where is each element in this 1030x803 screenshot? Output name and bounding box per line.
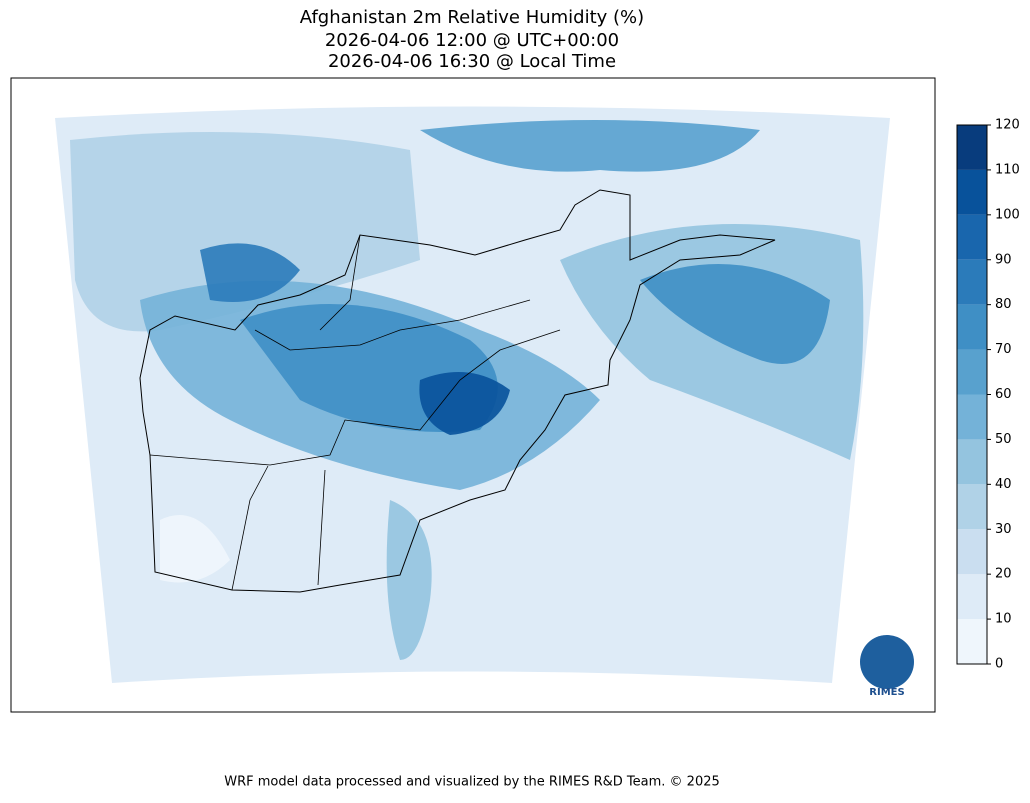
colorbar-tick-label: 60 [995,387,1012,402]
colorbar-tick-label: 70 [995,342,1012,357]
humidity-area [420,120,760,172]
colorbar-bin [957,169,987,215]
colorbar-bin [957,259,987,305]
colorbar-tick-label: 40 [995,477,1012,492]
colorbar-tick-label: 80 [995,297,1012,312]
colorbar-bin [957,619,987,664]
humidity-area [160,515,230,583]
colorbar-bin [957,484,987,530]
humidity-area [386,500,432,660]
colorbar-tick-label: 0 [995,657,1003,672]
colorbar-tick-label: 120 [995,118,1020,133]
colorbar-bin [957,574,987,620]
colorbar-bin [957,439,987,485]
colorbar-bin [957,214,987,260]
humidity-area [640,264,830,364]
title-line: 2026-04-06 12:00 @ UTC+00:00 [325,30,619,51]
logo-circle [860,635,914,689]
colorbar-bin [957,304,987,350]
colorbar-tick-label: 110 [995,162,1020,177]
country-border [139,189,776,593]
province-borders [149,234,561,591]
humidity-area [70,132,420,332]
title-line: Afghanistan 2m Relative Humidity (%) [300,7,644,28]
colorbar-tick-label: 20 [995,567,1012,582]
colorbar-tick-label: 50 [995,432,1012,447]
logo: RIMES [860,635,914,698]
title-line: 2026-04-06 16:30 @ Local Time [328,51,616,72]
colorbar-tick-label: 30 [995,522,1012,537]
colorbar-tick-label: 100 [995,207,1020,222]
colorbar-tick-label: 90 [995,252,1012,267]
humidity-area [200,243,300,302]
colorbar-bin [957,394,987,440]
map [55,106,890,683]
colorbar-bin [957,125,987,170]
logo-text: RIMES [869,687,904,698]
colorbar: 0 10 20 30 40 50 60 70 80 90 100 110 120 [956,118,1020,672]
footer: WRF model data processed and visualized … [224,775,720,790]
colorbar-bin [957,349,987,395]
humidity-area [419,372,510,435]
colorbar-bin [957,529,987,575]
colorbar-tick-label: 10 [995,612,1012,627]
